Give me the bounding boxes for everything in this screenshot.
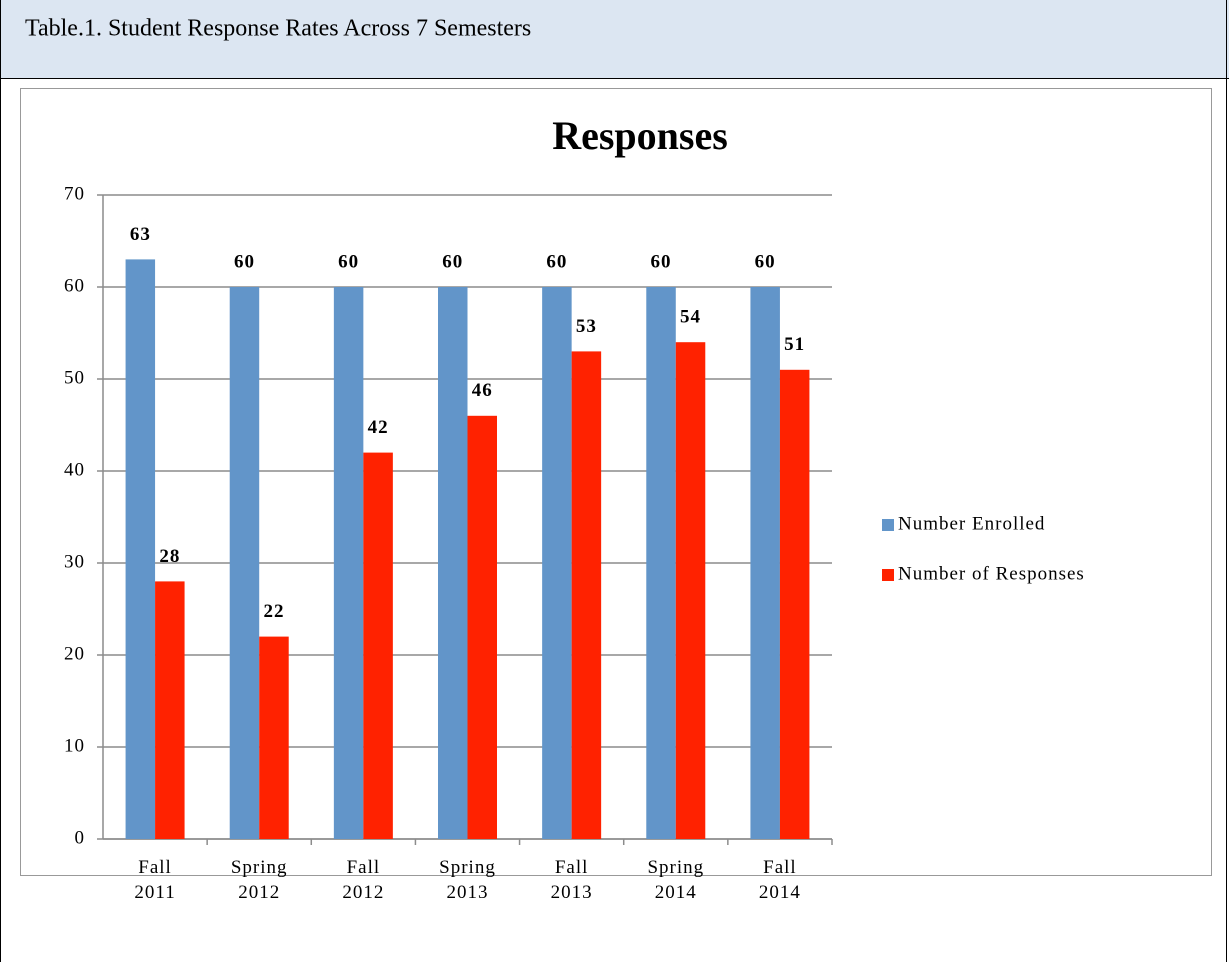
bar [467, 415, 497, 839]
x-tick-label: Spring 2012 [231, 857, 288, 903]
bar [646, 287, 676, 839]
legend-label: Number Enrolled [898, 513, 1045, 534]
x-tick-label: Spring 2014 [647, 857, 704, 903]
x-tick-label: Fall 2014 [759, 857, 801, 903]
caption: Table.1. Student Response Rates Across 7… [25, 16, 531, 42]
y-tick-label: 30 [64, 551, 85, 572]
data-label: 60 [338, 251, 359, 272]
data-label: 60 [234, 251, 255, 272]
data-label: 28 [159, 546, 180, 567]
x-tick-label: Fall 2011 [134, 857, 175, 903]
bar [333, 287, 364, 839]
bar [675, 342, 706, 839]
data-label: 51 [784, 334, 805, 355]
data-label: 60 [442, 251, 463, 272]
legend-swatch [882, 569, 894, 581]
x-tick-label: Fall 2012 [342, 857, 384, 903]
data-label: 60 [755, 251, 776, 272]
y-tick-label: 50 [64, 367, 85, 388]
chart-frame [20, 88, 1212, 876]
data-label: 60 [651, 251, 672, 272]
legend-label: Number of Responses [898, 563, 1085, 584]
bar [571, 351, 602, 839]
data-label: 60 [546, 251, 567, 272]
bar [542, 287, 572, 839]
bar [259, 636, 289, 839]
bar [750, 287, 780, 839]
data-label: 22 [263, 601, 284, 622]
bar [363, 452, 393, 839]
y-tick-label: 70 [64, 183, 85, 204]
bar [779, 369, 810, 839]
chart-title: Responses [552, 113, 728, 158]
y-tick-label: 40 [64, 459, 85, 480]
bar [438, 287, 468, 839]
bar [125, 259, 156, 839]
y-tick-label: 20 [64, 643, 85, 664]
y-tick-label: 60 [64, 275, 85, 296]
bar [229, 287, 260, 839]
x-tick-label: Fall 2013 [551, 857, 593, 903]
data-label: 63 [130, 224, 151, 245]
data-label: 46 [472, 380, 493, 401]
data-label: 42 [368, 417, 389, 438]
data-label: 53 [576, 316, 597, 337]
y-tick-label: 10 [64, 735, 85, 756]
caption-band [0, 0, 1229, 78]
y-tick-label: 0 [75, 827, 86, 848]
bar [155, 581, 185, 839]
x-tick-label: Spring 2013 [439, 857, 496, 903]
legend-swatch [882, 519, 894, 531]
data-label: 54 [680, 307, 701, 328]
